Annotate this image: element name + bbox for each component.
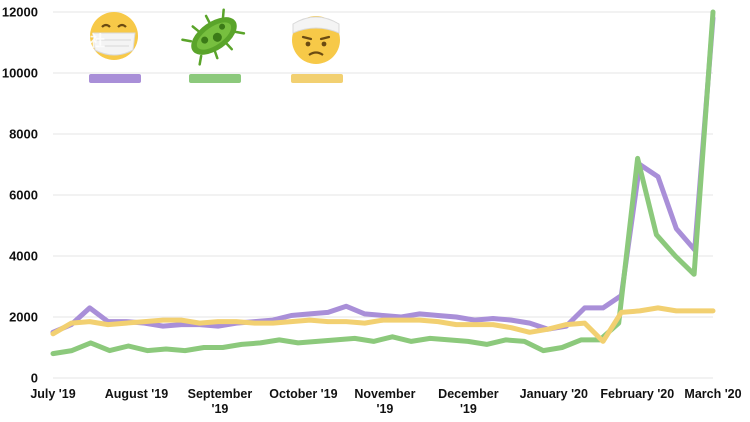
face-with-medical-mask-icon xyxy=(90,12,138,60)
series-line-face-with-head-bandage xyxy=(50,305,716,344)
legend-swatch-mask xyxy=(89,74,141,83)
x-axis: July '19 August '19 September '19 October '1… xyxy=(30,387,741,416)
legend-swatch-microbe xyxy=(189,74,241,83)
x-tick-label: March '20 xyxy=(684,387,741,401)
series-line-face-with-medical-mask xyxy=(50,15,716,335)
y-tick-label: 12000 xyxy=(2,5,38,20)
microbe-icon xyxy=(181,8,246,66)
y-tick-label: 2000 xyxy=(9,310,38,325)
x-tick-label: October '19 xyxy=(269,387,337,401)
legend xyxy=(89,8,343,83)
y-axis: 0 2000 4000 6000 8000 10000 12000 xyxy=(2,5,38,386)
x-tick-label: August '19 xyxy=(105,387,168,401)
y-tick-label: 6000 xyxy=(9,188,38,203)
y-tick-label: 4000 xyxy=(9,249,38,264)
game-controller-icon xyxy=(18,20,56,58)
watermark: 游研社 xyxy=(18,20,105,58)
y-tick-label: 10000 xyxy=(2,66,38,81)
x-tick-label: February '20 xyxy=(600,387,674,401)
x-tick-label: September '19 xyxy=(188,387,253,416)
series-lines xyxy=(50,9,716,357)
y-tick-label: 0 xyxy=(31,371,38,386)
x-tick-label: January '20 xyxy=(520,387,588,401)
x-tick-label: December '19 xyxy=(438,387,499,416)
grid-lines xyxy=(53,11,713,379)
watermark-text: 游研社 xyxy=(60,32,105,50)
face-with-head-bandage-icon xyxy=(292,16,340,64)
legend-swatch-bandage xyxy=(291,74,343,83)
x-tick-label: July '19 xyxy=(30,387,75,401)
y-tick-label: 8000 xyxy=(9,127,38,142)
x-tick-label: November '19 xyxy=(354,387,415,416)
